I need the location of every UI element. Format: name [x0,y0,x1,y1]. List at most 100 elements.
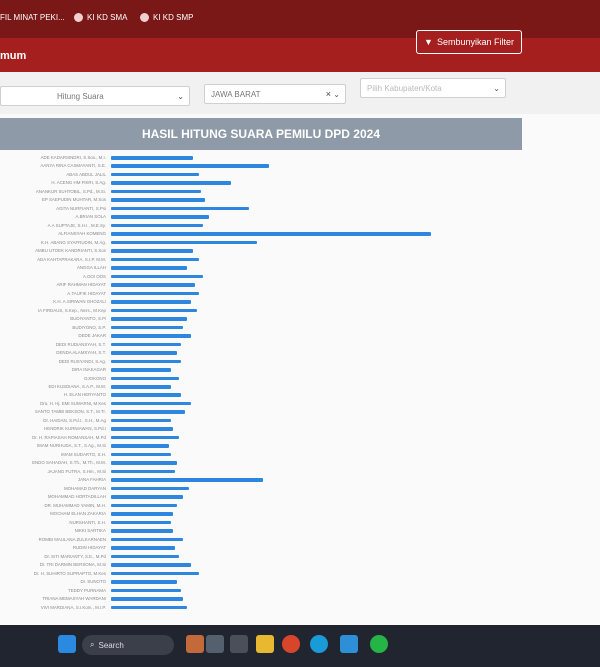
vote-bar[interactable] [111,232,431,236]
vote-bar[interactable] [111,520,171,525]
whatsapp-icon[interactable] [370,635,388,653]
vote-bar[interactable] [111,385,171,389]
vote-bar[interactable] [111,486,189,491]
vote-bar[interactable] [111,588,181,593]
vote-bar[interactable] [111,376,179,381]
widgets-icon[interactable] [186,635,204,653]
vote-bar[interactable] [111,597,183,601]
chart-row: NIKKI SARTIKA [0,527,600,535]
vote-bar[interactable] [111,401,191,406]
vote-bar[interactable] [111,537,183,542]
vote-bar[interactable] [111,452,171,457]
vote-bar[interactable] [111,342,181,347]
candidate-label: MOHAMMAD HORTADILLAH [47,494,106,500]
vote-bar[interactable] [111,156,193,160]
province-select[interactable]: JAWA BARAT × ⌄ [204,84,346,104]
count-type-select[interactable]: Hitung Suara ⌄ [0,86,190,106]
province-value: JAWA BARAT [211,89,261,99]
candidate-label: BUDIYANTO, S.Pi [70,316,106,322]
task-view-icon[interactable] [206,635,224,653]
person-icon [140,13,149,22]
vote-bar[interactable] [111,206,249,211]
chart-row: AMBU UTOEK KANDRIANTI, S.Sos [0,247,600,255]
chevron-down-icon: ⌄ [177,92,184,101]
vote-bar[interactable] [111,334,191,338]
city-select[interactable]: Pilih Kabupaten/Kota ⌄ [360,78,506,98]
clear-icon[interactable]: × [325,89,331,99]
vote-bar[interactable] [111,418,171,423]
vote-bar[interactable] [111,444,169,448]
vote-bar[interactable] [111,189,201,194]
chart-title: HASIL HITUNG SUARA PEMILU DPD 2024 [0,118,522,150]
vote-bar[interactable] [111,240,257,245]
vote-bar[interactable] [111,198,205,202]
vote-bar[interactable] [111,172,199,177]
vote-bar[interactable] [111,359,181,364]
vote-bar[interactable] [111,427,173,431]
vote-bar[interactable] [111,469,175,474]
vote-bar[interactable] [111,325,183,330]
candidate-label: AGITA NURFIANTI, S.Psi [56,205,106,211]
windows-taskbar: ⌕ Search [0,625,600,667]
chart-row: DR. MUHAMMAD YAMIN, M.H. [0,502,600,510]
nav-item-kikd-sma[interactable]: KI KD SMA [74,13,127,22]
chart-row: A.TAUFIK HIDAYAT [0,290,600,298]
chart-row: JANA FAHRIA [0,476,600,484]
chart-row: ROMBI MAULANA ZULKARNAEN [0,536,600,544]
vote-bar[interactable] [111,317,187,321]
vote-bar[interactable] [111,495,183,499]
vote-bar[interactable] [111,605,187,610]
vote-bar[interactable] [111,249,193,253]
vote-bar[interactable] [111,300,191,304]
vote-bar[interactable] [111,503,177,508]
store-icon[interactable] [340,635,358,653]
candidate-label: Dra. H. Hj. EMI SUMARNI, M.Kes [40,400,106,406]
vote-bar[interactable] [111,410,185,414]
file-explorer-icon[interactable] [256,635,274,653]
vote-bar[interactable] [111,461,177,465]
vote-bar[interactable] [111,393,181,397]
chart-row: Dr. TRI DARMIN BERSONA, M.Si [0,561,600,569]
vote-bar[interactable] [111,164,269,168]
candidate-label: ARIF RAHMAN HIDAYAT [56,282,106,288]
vote-bar[interactable] [111,181,231,185]
chart-row: ENDO SAHADAH, S.Th., M.Th., M.M. [0,459,600,467]
vote-bar[interactable] [111,571,199,576]
edge-icon[interactable] [310,635,328,653]
nav-item-kikd-smp[interactable]: KI KD SMP [140,13,193,22]
vote-bar[interactable] [111,308,197,313]
vote-bar[interactable] [111,546,175,550]
vote-bar[interactable] [111,351,177,355]
vote-bar[interactable] [111,512,173,516]
taskbar-search[interactable]: ⌕ Search [82,635,174,655]
vote-bar[interactable] [111,266,187,270]
vote-bar[interactable] [111,257,199,262]
vote-bar[interactable] [111,478,263,482]
vote-bar[interactable] [111,223,203,228]
nav-item-minat[interactable]: FIL MINAT PEKI... [0,13,65,22]
candidate-label: ABAS ABDUL JALIL [66,171,106,177]
candidate-label: DEDI RUDIANSYAH, S.T. [55,341,106,347]
windows-start-icon[interactable] [58,635,76,653]
vote-bar[interactable] [111,563,191,567]
candidate-label: DR. MUHAMMAD YAMIN, M.H. [44,502,106,508]
vote-bar[interactable] [111,368,171,372]
vote-bar[interactable] [111,274,203,279]
chart-row: HENDRIK KURNIAWAN, S.Pd.I [0,425,600,433]
hide-filter-button[interactable]: ▼ Sembunyikan Filter [416,30,522,54]
vote-bar[interactable] [111,580,177,584]
vote-bar[interactable] [111,283,195,287]
vote-bar[interactable] [111,435,179,440]
person-icon [74,13,83,22]
candidate-label: ANANKUR SUHTOBIL, S.Pd., M.Si. [35,188,106,194]
chrome-icon[interactable] [282,635,300,653]
vote-bar[interactable] [111,291,199,296]
vote-bar[interactable] [111,215,209,219]
chart-row: A.BRIAN SOLA [0,213,600,221]
vote-bar[interactable] [111,529,173,533]
chevron-down-icon: ⌄ [493,84,500,93]
vote-bar[interactable] [111,554,179,559]
nav-item-label: KI KD SMP [153,13,194,22]
chart-row: Dr. H. SUHIRTO SUPRAPTO, M.Kes [0,570,600,578]
terminal-icon[interactable] [230,635,248,653]
